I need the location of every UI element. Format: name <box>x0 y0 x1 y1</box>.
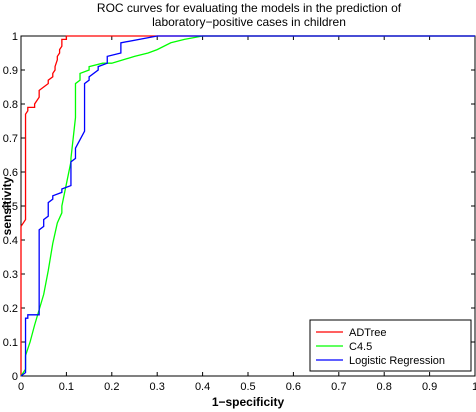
series-lines <box>20 35 475 377</box>
series-line-adtree <box>20 35 475 376</box>
chart-title-line-1: ROC curves for evaluating the models in … <box>97 1 402 15</box>
legend-label-logistic-regression: Logistic Regression <box>349 355 445 367</box>
x-tick-label: 0.3 <box>150 381 165 393</box>
y-axis-label: sensitivity <box>0 176 14 235</box>
y-tick-label: 0.6 <box>3 167 18 179</box>
x-axis-ticks: 0 0.1 0.2 0.3 0.4 0.5 0.6 0.7 0.8 0.9 1 <box>18 36 476 393</box>
x-tick-label: 0 <box>18 381 24 393</box>
y-axis-ticks: 0 0.1 0.2 0.3 0.4 0.5 0.6 0.7 0.8 0.9 1 <box>3 31 475 383</box>
y-tick-label: 0.7 <box>3 133 18 145</box>
y-tick-label: 1 <box>12 31 18 43</box>
y-tick-label: 0 <box>12 371 18 383</box>
chart-title-line-2: laboratory−positive cases in children <box>152 15 346 29</box>
plot-frame <box>20 35 476 377</box>
y-tick-label: 0.4 <box>3 235 18 247</box>
legend-label-adtree: ADTree <box>349 327 387 339</box>
y-tick-label: 0.5 <box>3 201 18 213</box>
x-tick-label: 0.8 <box>377 381 392 393</box>
x-tick-label: 0.4 <box>195 381 210 393</box>
x-tick-label: 0.9 <box>422 381 437 393</box>
y-tick-label: 0.1 <box>3 337 18 349</box>
x-tick-label: 0.6 <box>286 381 301 393</box>
x-tick-label: 1 <box>472 381 476 393</box>
x-tick-label: 0.5 <box>240 381 255 393</box>
x-tick-label: 0.1 <box>59 381 74 393</box>
series-line-logistic-regression <box>20 35 475 377</box>
y-tick-label: 0.9 <box>3 65 18 77</box>
y-tick-label: 0.8 <box>3 99 18 111</box>
legend-label-c45: C4.5 <box>349 341 372 353</box>
legend: ADTree C4.5 Logistic Regression <box>309 319 472 372</box>
x-axis-label: 1−specificity <box>212 395 285 409</box>
y-tick-label: 0.2 <box>3 303 18 315</box>
x-tick-label: 0.7 <box>331 381 346 393</box>
y-tick-label: 0.3 <box>3 269 18 281</box>
x-tick-label: 0.2 <box>104 381 119 393</box>
